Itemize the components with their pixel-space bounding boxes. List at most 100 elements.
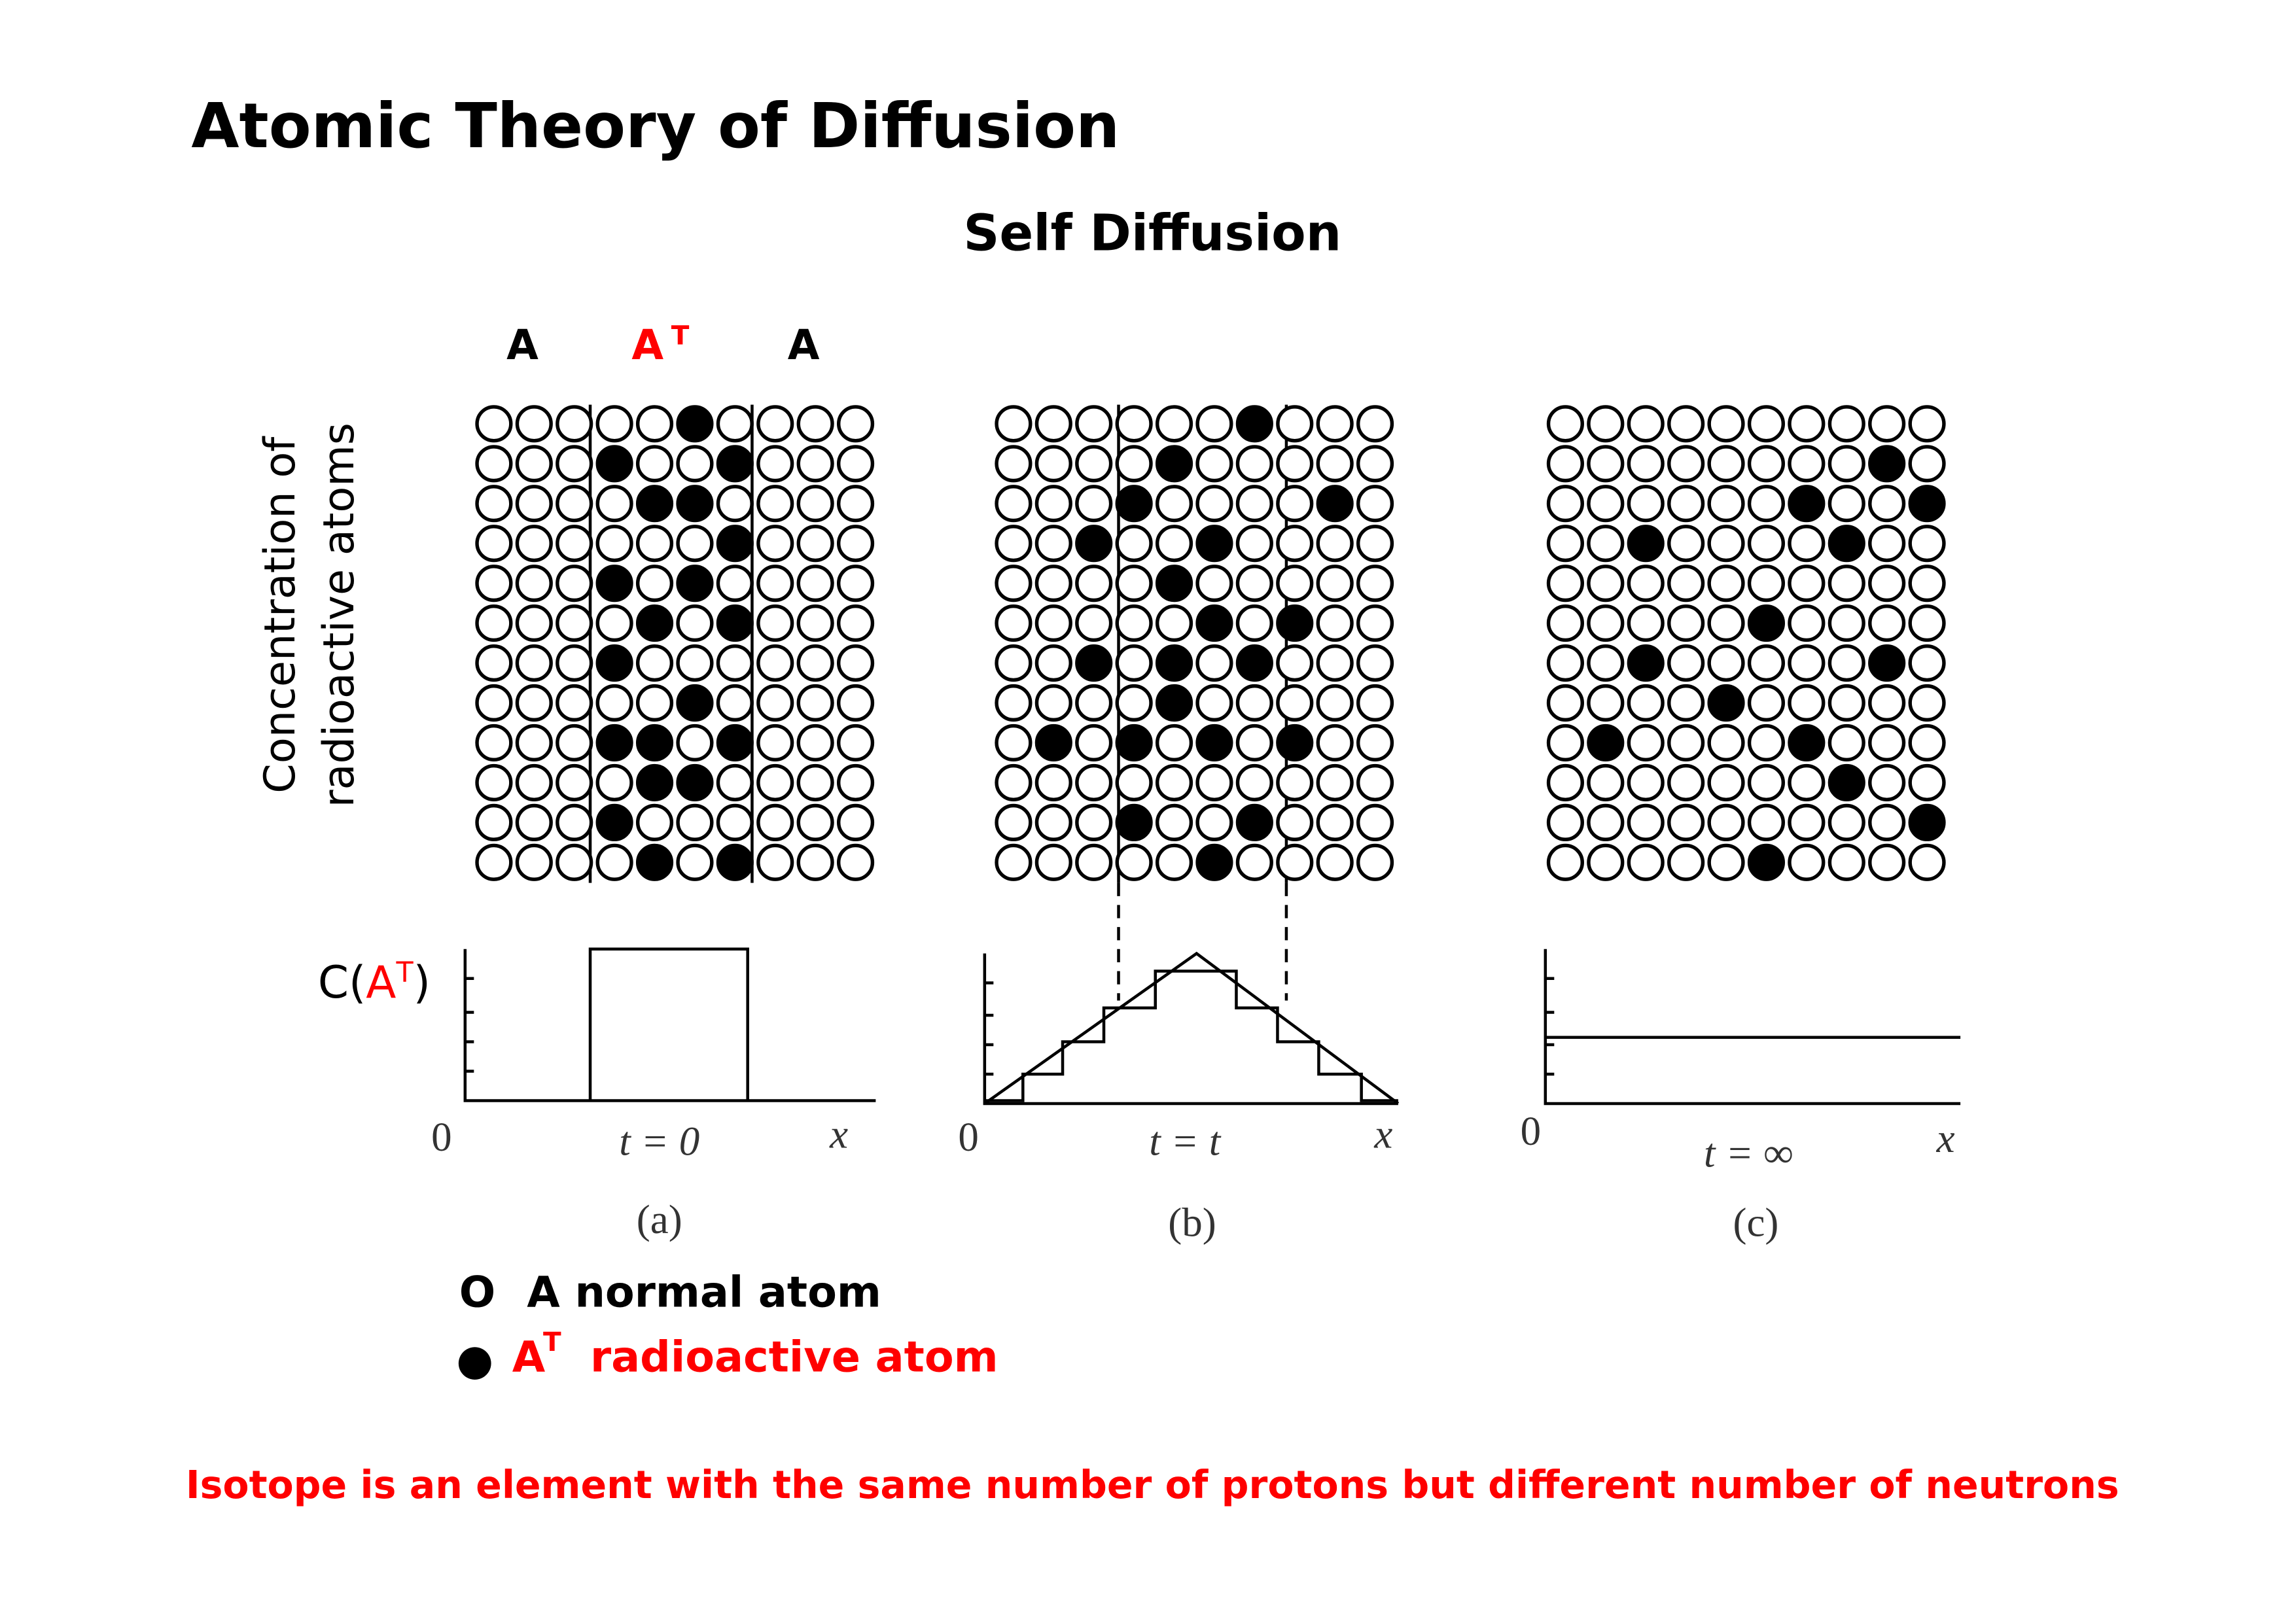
normal-atom bbox=[1115, 644, 1153, 682]
normal-atom bbox=[756, 724, 794, 762]
normal-atom bbox=[1034, 684, 1072, 722]
normal-atom bbox=[475, 684, 513, 722]
radioactive-atom bbox=[1868, 644, 1906, 682]
normal-atom bbox=[1908, 644, 1946, 682]
normal-atom bbox=[1707, 405, 1745, 443]
normal-atom bbox=[1075, 445, 1113, 483]
normal-atom bbox=[1587, 604, 1625, 642]
normal-atom bbox=[836, 803, 875, 841]
normal-atom bbox=[595, 485, 633, 523]
normal-atom bbox=[756, 803, 794, 841]
radioactive-atom bbox=[1747, 843, 1786, 881]
normal-atom bbox=[995, 405, 1033, 443]
normal-atom bbox=[836, 525, 875, 563]
normal-atom bbox=[1828, 485, 1865, 523]
radioactive-atom bbox=[1316, 485, 1354, 523]
normal-atom bbox=[635, 684, 674, 722]
normal-atom bbox=[515, 405, 553, 443]
normal-atom bbox=[1075, 684, 1113, 722]
normal-atom bbox=[1235, 565, 1273, 602]
normal-atom bbox=[676, 843, 714, 881]
normal-atom bbox=[1587, 763, 1625, 801]
label-part: C( bbox=[318, 956, 366, 1008]
normal-atom bbox=[1276, 565, 1314, 602]
normal-atom bbox=[836, 843, 875, 881]
radioactive-atom bbox=[1908, 485, 1946, 523]
normal-atom bbox=[1546, 644, 1584, 682]
normal-atom bbox=[1587, 405, 1625, 443]
normal-atom bbox=[1276, 803, 1314, 841]
radioactive-atom bbox=[1828, 525, 1865, 563]
normal-atom bbox=[1356, 763, 1394, 801]
normal-atom bbox=[1868, 724, 1906, 762]
normal-atom bbox=[676, 604, 714, 642]
normal-atom bbox=[1707, 565, 1745, 602]
normal-atom bbox=[556, 644, 593, 682]
normal-atom bbox=[635, 644, 674, 682]
normal-atom bbox=[1075, 763, 1113, 801]
normal-atom bbox=[1276, 405, 1314, 443]
normal-atom bbox=[556, 525, 593, 563]
normal-atom bbox=[1034, 525, 1072, 563]
normal-atom bbox=[475, 604, 513, 642]
normal-atom bbox=[1747, 445, 1786, 483]
normal-atom bbox=[1356, 604, 1394, 642]
normal-atom bbox=[1627, 445, 1665, 483]
normal-atom bbox=[1316, 405, 1354, 443]
normal-atom bbox=[515, 803, 553, 841]
normal-atom bbox=[595, 684, 633, 722]
normal-atom bbox=[756, 644, 794, 682]
normal-atom bbox=[1908, 405, 1946, 443]
panel-labels: 0 t = 0 x (a) 0 t = t x (b) 0 t = ∞ x (c… bbox=[431, 1108, 1955, 1245]
normal-atom bbox=[475, 525, 513, 563]
normal-atom bbox=[1546, 445, 1584, 483]
normal-atom bbox=[1747, 684, 1786, 722]
radioactive-atom bbox=[1868, 445, 1906, 483]
normal-atom bbox=[1075, 604, 1113, 642]
normal-atom bbox=[1155, 803, 1193, 841]
legend-species: A bbox=[512, 1332, 546, 1382]
radioactive-atom bbox=[1195, 724, 1233, 762]
radioactive-atom bbox=[1115, 803, 1153, 841]
profile bbox=[983, 951, 1400, 1105]
normal-atom bbox=[716, 763, 754, 801]
radioactive-atom bbox=[635, 763, 674, 801]
axis-ticks bbox=[984, 981, 994, 1076]
normal-atom bbox=[1316, 843, 1354, 881]
normal-atom bbox=[556, 565, 593, 602]
normal-atom bbox=[1235, 485, 1273, 523]
normal-atom bbox=[756, 763, 794, 801]
radioactive-atom bbox=[635, 843, 674, 881]
normal-atom bbox=[1828, 565, 1865, 602]
normal-atom bbox=[1034, 485, 1072, 523]
normal-atom bbox=[1316, 684, 1354, 722]
normal-atom bbox=[1546, 803, 1584, 841]
normal-atom bbox=[1667, 445, 1705, 483]
normal-atom bbox=[1667, 803, 1705, 841]
normal-atom bbox=[1356, 565, 1394, 602]
normal-atom bbox=[475, 763, 513, 801]
normal-atom bbox=[1788, 405, 1826, 443]
normal-atom bbox=[595, 604, 633, 642]
normal-atom bbox=[1667, 604, 1705, 642]
normal-atom bbox=[1356, 684, 1394, 722]
normal-atom bbox=[1908, 445, 1946, 483]
radioactive-atom bbox=[1155, 565, 1193, 602]
normal-atom bbox=[1747, 644, 1786, 682]
normal-atom bbox=[1195, 803, 1233, 841]
caption: (c) bbox=[1733, 1199, 1779, 1245]
normal-atom bbox=[796, 803, 834, 841]
normal-atom bbox=[1075, 843, 1113, 881]
normal-atom bbox=[1667, 684, 1705, 722]
normal-atom bbox=[1276, 763, 1314, 801]
normal-atom bbox=[1316, 445, 1354, 483]
radioactive-atom bbox=[716, 843, 754, 881]
normal-atom bbox=[1546, 525, 1584, 563]
normal-atom bbox=[635, 525, 674, 563]
radioactive-atom bbox=[635, 485, 674, 523]
radioactive-atom bbox=[1627, 525, 1665, 563]
radioactive-atom bbox=[1707, 684, 1745, 722]
normal-atom bbox=[515, 445, 553, 483]
label-part: T bbox=[395, 956, 414, 988]
normal-atom bbox=[1868, 485, 1906, 523]
